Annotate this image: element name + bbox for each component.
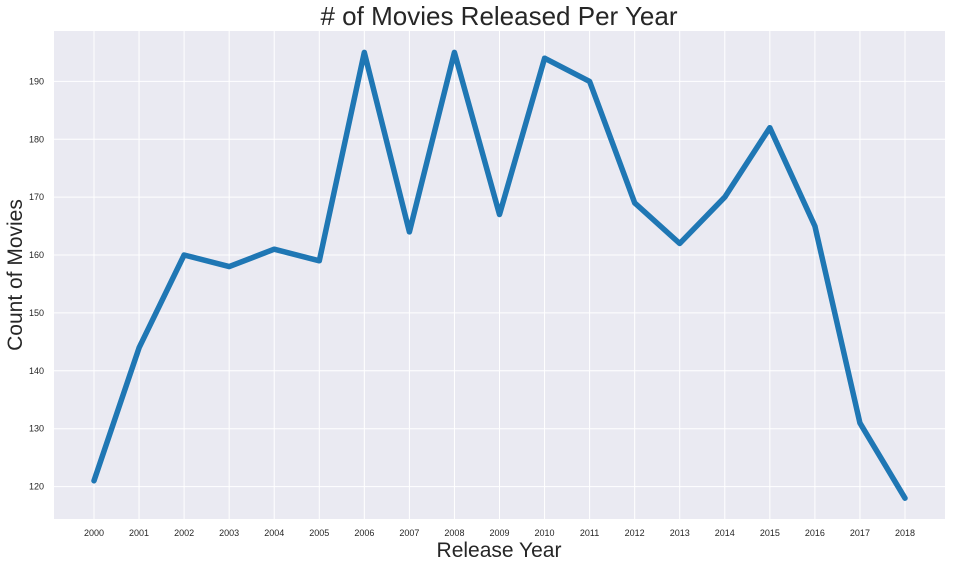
- x-tick-label: 2009: [489, 528, 509, 538]
- x-tick-label: 2010: [535, 528, 555, 538]
- y-tick-label: 150: [29, 308, 44, 318]
- x-tick-label: 2016: [805, 528, 825, 538]
- x-tick-label: 2017: [850, 528, 870, 538]
- x-tick-label: 2004: [264, 528, 284, 538]
- x-tick-label: 2003: [219, 528, 239, 538]
- y-tick-label: 140: [29, 366, 44, 376]
- x-tick-labels: 2000 2001 2002 2003 2004 2005 2006 2007 2008 2009…: [84, 528, 915, 538]
- x-tick-label: 2011: [580, 528, 599, 538]
- x-tick-label: 2008: [444, 528, 464, 538]
- x-axis-label: Release Year: [437, 539, 562, 562]
- x-tick-label: 2002: [174, 528, 194, 538]
- grid: [54, 31, 945, 519]
- x-tick-label: 2000: [84, 528, 104, 538]
- x-tick-label: 2015: [760, 528, 780, 538]
- y-axis-label: Count of Movies: [4, 199, 27, 351]
- series-group: [91, 49, 908, 501]
- y-tick-label: 120: [29, 482, 44, 492]
- chart-title: # of Movies Released Per Year: [321, 1, 678, 31]
- x-tick-label: 2001: [129, 528, 149, 538]
- series-line: [91, 49, 908, 501]
- y-tick-label: 160: [29, 250, 44, 260]
- x-tick-label: 2013: [670, 528, 690, 538]
- y-tick-label: 180: [29, 134, 44, 144]
- x-tick-label: 2012: [625, 528, 645, 538]
- x-tick-label: 2005: [309, 528, 329, 538]
- y-tick-label: 190: [29, 76, 44, 86]
- x-tick-label: 2006: [354, 528, 374, 538]
- x-tick-label: 2007: [399, 528, 419, 538]
- x-tick-label: 2018: [895, 528, 915, 538]
- y-tick-labels: 120 130 140 150 160 170 180 190: [29, 76, 44, 491]
- x-tick-label: 2014: [715, 528, 735, 538]
- y-tick-label: 170: [29, 192, 44, 202]
- y-tick-label: 130: [29, 424, 44, 434]
